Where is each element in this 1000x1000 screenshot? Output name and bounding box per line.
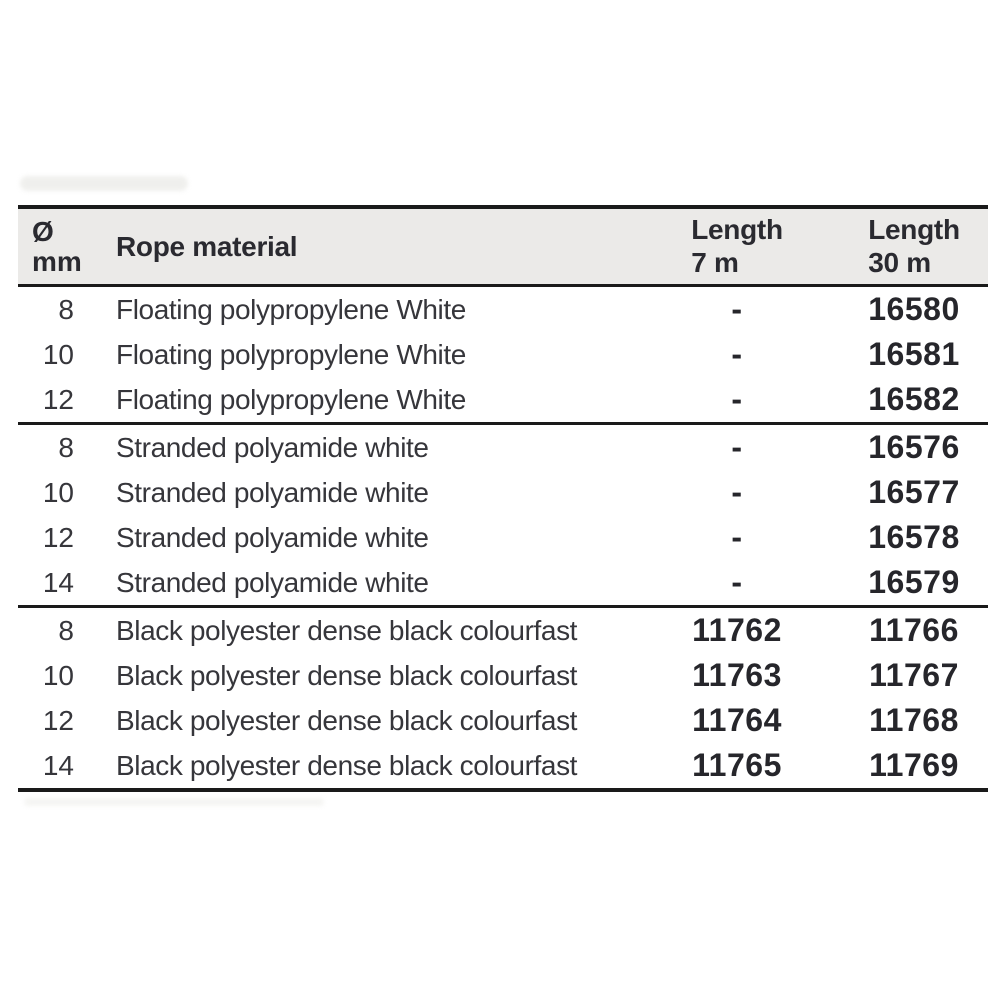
diameter-cell: 12	[42, 383, 74, 415]
length-30m-cell: 16578	[868, 519, 960, 555]
table-row: 8 Black polyester dense black colourfast…	[18, 608, 988, 653]
length-7m-cell: -	[731, 519, 743, 555]
length-7m-cell: -	[731, 429, 743, 465]
length-30m-cell: 11769	[869, 747, 959, 783]
length-30m-label-block: Length 30 m	[868, 214, 960, 278]
material-cell: Stranded polyamide white	[116, 521, 429, 553]
material-cell: Black polyester dense black colourfast	[116, 749, 578, 781]
diameter-cell: 8	[58, 614, 74, 646]
header-rope-material: Rope material	[100, 209, 650, 284]
table-row: 14 Black polyester dense black colourfas…	[18, 743, 988, 788]
material-cell: Black polyester dense black colourfast	[116, 659, 578, 691]
table-row: 10 Floating polypropylene White - 16581	[18, 332, 988, 377]
length-30m-cell: 16576	[868, 429, 960, 465]
diameter-cell: 12	[42, 521, 74, 553]
length-30m-cell: 16580	[868, 291, 960, 327]
diameter-cell: 10	[42, 659, 74, 691]
length-30m-cell: 16577	[868, 474, 960, 510]
header-length-30m: Length 30 m	[824, 209, 988, 284]
section-divider-rule	[18, 605, 988, 608]
table-header-row: Ø mm Rope material Length 7 m Length 30 …	[18, 209, 988, 287]
diameter-cell: 10	[42, 338, 74, 370]
rope-material-label: Rope material	[116, 230, 298, 262]
length-7m-cell: 11762	[692, 612, 782, 648]
length-30m-cell: 11767	[869, 657, 959, 693]
length-7m-cell: -	[731, 291, 743, 327]
length-30m-value: 30 m	[868, 246, 931, 278]
material-cell: Stranded polyamide white	[116, 476, 429, 508]
section-divider-rule	[18, 422, 988, 425]
material-cell: Stranded polyamide white	[116, 431, 429, 463]
length-30m-cell: 11768	[869, 702, 959, 738]
rope-price-table: Ø mm Rope material Length 7 m Length 30 …	[18, 205, 988, 792]
table-row: 12 Black polyester dense black colourfas…	[18, 698, 988, 743]
length-7m-label: Length	[691, 214, 783, 246]
table-row: 10 Stranded polyamide white - 16577	[18, 470, 988, 515]
table-bottom-rule	[18, 788, 988, 792]
length-30m-cell: 16582	[868, 381, 960, 417]
table-row: 12 Floating polypropylene White - 16582	[18, 377, 988, 422]
length-7m-value: 7 m	[691, 246, 739, 278]
scan-artifact	[20, 176, 188, 191]
diameter-symbol: Ø	[32, 215, 54, 247]
table-row: 12 Stranded polyamide white - 16578	[18, 515, 988, 560]
length-30m-cell: 16579	[868, 564, 960, 600]
diameter-cell: 8	[58, 431, 74, 463]
length-7m-label-block: Length 7 m	[691, 214, 783, 278]
material-cell: Floating polypropylene White	[116, 383, 466, 415]
header-length-7m: Length 7 m	[650, 209, 824, 284]
table-top-rule	[18, 205, 988, 209]
length-7m-cell: -	[731, 564, 743, 600]
material-cell: Black polyester dense black colourfast	[116, 614, 578, 646]
material-cell: Floating polypropylene White	[116, 338, 466, 370]
length-7m-cell: -	[731, 381, 743, 417]
length-7m-cell: 11764	[692, 702, 782, 738]
length-7m-cell: 11763	[692, 657, 782, 693]
material-cell: Black polyester dense black colourfast	[116, 704, 578, 736]
table-row: 8 Stranded polyamide white - 16576	[18, 425, 988, 470]
length-7m-cell: -	[731, 336, 743, 372]
table-row: 8 Floating polypropylene White - 16580	[18, 287, 988, 332]
length-30m-cell: 11766	[869, 612, 959, 648]
length-30m-cell: 16581	[868, 336, 960, 372]
diameter-cell: 12	[42, 704, 74, 736]
length-7m-cell: -	[731, 474, 743, 510]
diameter-cell: 14	[42, 566, 74, 598]
scan-artifact	[24, 798, 324, 806]
table-row: 10 Black polyester dense black colourfas…	[18, 653, 988, 698]
diameter-cell: 10	[42, 476, 74, 508]
diameter-cell: 14	[42, 749, 74, 781]
header-diameter: Ø mm	[18, 209, 100, 284]
table-body: 8 Floating polypropylene White - 16580 1…	[18, 287, 988, 788]
length-7m-cell: 11765	[692, 747, 782, 783]
table-row: 14 Stranded polyamide white - 16579	[18, 560, 988, 605]
material-cell: Stranded polyamide white	[116, 566, 429, 598]
length-30m-label: Length	[868, 214, 960, 246]
material-cell: Floating polypropylene White	[116, 293, 466, 325]
diameter-unit: mm	[32, 245, 82, 277]
diameter-cell: 8	[58, 293, 74, 325]
